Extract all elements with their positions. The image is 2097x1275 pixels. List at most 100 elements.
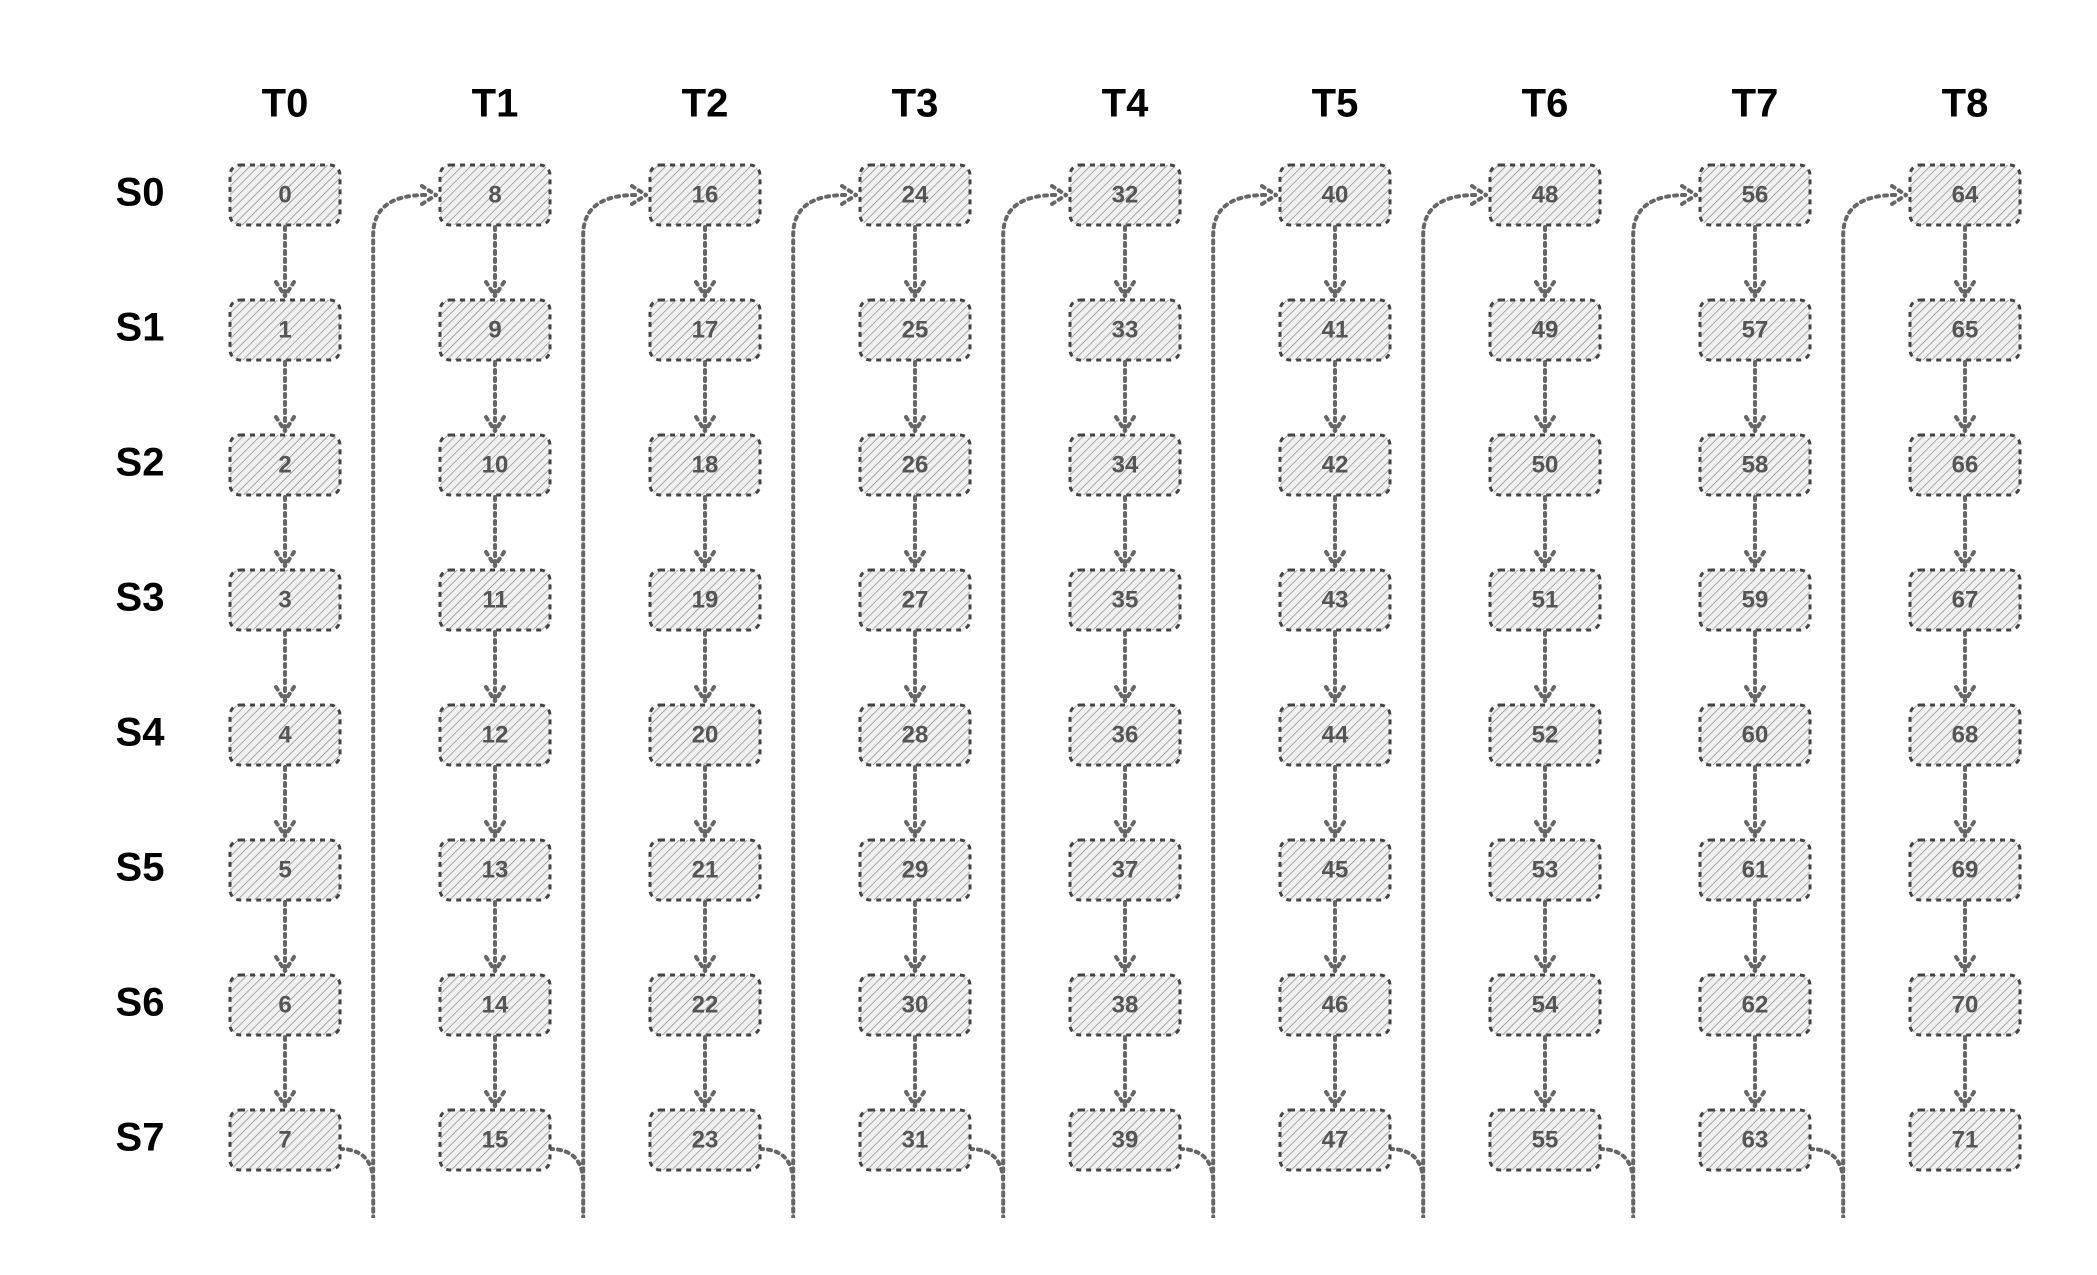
grid-node: 23 [650, 1110, 760, 1170]
node-label: 62 [1742, 991, 1769, 1018]
grid-node: 52 [1490, 705, 1600, 765]
grid-node: 43 [1280, 570, 1390, 630]
grid-node: 45 [1280, 840, 1390, 900]
sequence-grid-diagram: T0T1T2T3T4T5T6T7T8S0S1S2S3S4S5S6S7012345… [0, 0, 2097, 1275]
grid-node: 12 [440, 705, 550, 765]
row-header: S2 [116, 441, 165, 485]
grid-node: 49 [1490, 300, 1600, 360]
node-label: 9 [488, 316, 501, 343]
node-label: 66 [1952, 451, 1979, 478]
grid-node: 71 [1910, 1110, 2020, 1170]
node-label: 26 [902, 451, 929, 478]
grid-node: 62 [1700, 975, 1810, 1035]
grid-node: 16 [650, 165, 760, 225]
node-label: 35 [1112, 586, 1139, 613]
grid-node: 39 [1070, 1110, 1180, 1170]
grid-node: 33 [1070, 300, 1180, 360]
grid-node: 26 [860, 435, 970, 495]
grid-node: 22 [650, 975, 760, 1035]
grid-node: 44 [1280, 705, 1390, 765]
grid-node: 32 [1070, 165, 1180, 225]
column-header: T3 [892, 82, 939, 126]
grid-node: 40 [1280, 165, 1390, 225]
node-label: 43 [1322, 586, 1349, 613]
row-header: S6 [116, 981, 165, 1025]
node-label: 64 [1952, 181, 1979, 208]
node-label: 22 [692, 991, 719, 1018]
grid-node: 0 [230, 165, 340, 225]
node-label: 71 [1952, 1126, 1979, 1153]
node-label: 59 [1742, 586, 1769, 613]
column-header: T5 [1312, 82, 1359, 126]
grid-node: 29 [860, 840, 970, 900]
node-label: 3 [278, 586, 291, 613]
column-header: T6 [1522, 82, 1569, 126]
node-label: 30 [902, 991, 929, 1018]
row-header: S5 [116, 846, 165, 890]
node-label: 23 [692, 1126, 719, 1153]
grid-node: 53 [1490, 840, 1600, 900]
grid-node: 24 [860, 165, 970, 225]
node-label: 49 [1532, 316, 1559, 343]
node-label: 18 [692, 451, 719, 478]
grid-node: 68 [1910, 705, 2020, 765]
column-header: T0 [262, 82, 309, 126]
grid-node: 65 [1910, 300, 2020, 360]
node-label: 10 [482, 451, 509, 478]
node-label: 47 [1322, 1126, 1349, 1153]
node-label: 14 [482, 991, 509, 1018]
node-label: 2 [278, 451, 291, 478]
row-header: S0 [116, 171, 165, 215]
column-header: T1 [472, 82, 519, 126]
grid-node: 38 [1070, 975, 1180, 1035]
grid-node: 11 [440, 570, 550, 630]
column-header: T4 [1102, 82, 1149, 126]
grid-node: 67 [1910, 570, 2020, 630]
node-label: 45 [1322, 856, 1349, 883]
node-label: 7 [278, 1126, 291, 1153]
grid-node: 54 [1490, 975, 1600, 1035]
row-header: S1 [116, 306, 165, 350]
node-label: 21 [692, 856, 719, 883]
node-label: 32 [1112, 181, 1139, 208]
row-header: S7 [116, 1116, 165, 1160]
grid-node: 1 [230, 300, 340, 360]
grid-node: 19 [650, 570, 760, 630]
column-header: T7 [1732, 82, 1779, 126]
node-label: 65 [1952, 316, 1979, 343]
grid-node: 63 [1700, 1110, 1810, 1170]
node-label: 28 [902, 721, 929, 748]
grid-node: 2 [230, 435, 340, 495]
grid-node: 36 [1070, 705, 1180, 765]
grid-node: 14 [440, 975, 550, 1035]
grid-node: 42 [1280, 435, 1390, 495]
node-label: 17 [692, 316, 719, 343]
grid-node: 15 [440, 1110, 550, 1170]
grid-node: 60 [1700, 705, 1810, 765]
grid-node: 57 [1700, 300, 1810, 360]
node-label: 6 [278, 991, 291, 1018]
node-label: 70 [1952, 991, 1979, 1018]
column-header: T2 [682, 82, 729, 126]
node-label: 16 [692, 181, 719, 208]
node-label: 58 [1742, 451, 1769, 478]
node-label: 69 [1952, 856, 1979, 883]
node-label: 13 [482, 856, 509, 883]
grid-node: 41 [1280, 300, 1390, 360]
node-label: 24 [902, 181, 929, 208]
grid-node: 34 [1070, 435, 1180, 495]
grid-node: 27 [860, 570, 970, 630]
grid-node: 9 [440, 300, 550, 360]
node-label: 27 [902, 586, 929, 613]
node-label: 52 [1532, 721, 1559, 748]
node-label: 50 [1532, 451, 1559, 478]
row-header: S4 [116, 711, 166, 755]
grid-node: 51 [1490, 570, 1600, 630]
node-label: 36 [1112, 721, 1139, 748]
grid-node: 30 [860, 975, 970, 1035]
node-label: 5 [278, 856, 291, 883]
node-label: 33 [1112, 316, 1139, 343]
node-label: 60 [1742, 721, 1769, 748]
grid-node: 70 [1910, 975, 2020, 1035]
grid-node: 66 [1910, 435, 2020, 495]
